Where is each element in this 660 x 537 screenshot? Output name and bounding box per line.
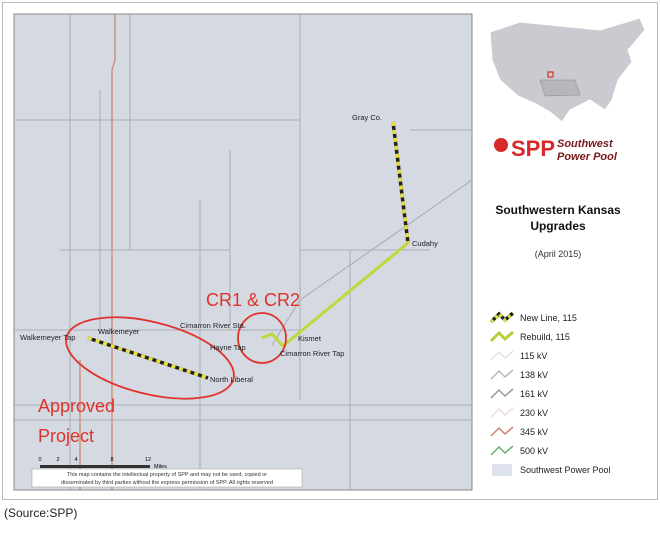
caption: (Source:SPP) bbox=[4, 506, 77, 520]
place-label: Cimarron River Sta. bbox=[180, 321, 246, 330]
scale-tick: 12 bbox=[145, 457, 151, 463]
place-label: Hayne Tap bbox=[210, 343, 246, 352]
panel-date: (April 2015) bbox=[535, 249, 582, 259]
legend-swatch bbox=[489, 311, 515, 324]
legend: New Line, 115 Rebuild, 115 115 kV 138 kV 161… bbox=[489, 311, 611, 476]
legend-label: 345 kV bbox=[520, 427, 548, 437]
legend-swatch bbox=[490, 369, 514, 380]
study-area-marker bbox=[547, 71, 554, 78]
callout-ellipse bbox=[65, 316, 235, 400]
disclaimer-box bbox=[31, 468, 303, 488]
legend-swatch bbox=[490, 426, 514, 437]
logo-text: SPP bbox=[511, 136, 555, 161]
legend-swatch bbox=[490, 407, 514, 418]
place-label: Walkemeyer bbox=[98, 327, 140, 336]
roads bbox=[14, 14, 472, 490]
logo-text: Southwest bbox=[557, 138, 614, 150]
place-label: Gray Co. bbox=[352, 113, 382, 122]
legend-label: 138 kV bbox=[520, 370, 548, 380]
lines-345kv bbox=[79, 14, 116, 490]
legend-label: 115 kV bbox=[520, 351, 547, 361]
scale-tick: 8 bbox=[110, 457, 113, 463]
place-label: North Liberal bbox=[210, 375, 253, 384]
panel-title: Southwestern Kansas bbox=[495, 203, 621, 217]
legend-label: New Line, 115 bbox=[520, 313, 577, 323]
us-map bbox=[489, 17, 646, 123]
legend-label: 500 kV bbox=[520, 446, 548, 456]
scale-unit: Miles bbox=[154, 464, 167, 470]
panel-title: Upgrades bbox=[530, 219, 586, 233]
legend-label: Southwest Power Pool bbox=[520, 465, 611, 475]
scale-tick: 4 bbox=[74, 457, 77, 463]
legend-swatch bbox=[490, 388, 514, 399]
place-label: Cimarron River Tap bbox=[280, 349, 344, 358]
callout-ellipse bbox=[237, 312, 287, 364]
logo-text: Power Pool bbox=[557, 151, 618, 163]
logo-mark bbox=[494, 138, 508, 152]
disclaimer: disseminated by third parties without th… bbox=[61, 480, 273, 486]
callout-label: Project bbox=[38, 426, 94, 446]
scale-tick: 0 bbox=[38, 457, 41, 463]
place-label: Kismet bbox=[298, 334, 322, 343]
spp-region bbox=[539, 79, 581, 97]
legend-swatch bbox=[490, 350, 514, 361]
rebuild-line bbox=[261, 241, 409, 349]
legend-swatch bbox=[490, 445, 514, 456]
legend-swatch bbox=[489, 330, 514, 343]
legend-label: 230 kV bbox=[520, 408, 548, 418]
legend-swatch bbox=[492, 464, 512, 476]
place-label: Walkemeyer Tap bbox=[20, 333, 75, 342]
legend-label: Rebuild, 115 bbox=[520, 332, 570, 342]
callout-label: CR1 & CR2 bbox=[206, 290, 300, 310]
legend-label: 161 kV bbox=[520, 389, 548, 399]
map-area bbox=[13, 13, 473, 491]
line-138kv bbox=[271, 179, 473, 346]
disclaimer: This map contains the intellectual prope… bbox=[67, 472, 267, 478]
new-lines bbox=[87, 121, 410, 380]
scale-tick: 2 bbox=[56, 457, 59, 463]
place-label: Cudahy bbox=[412, 239, 438, 248]
callout-label: Approved bbox=[38, 396, 115, 416]
